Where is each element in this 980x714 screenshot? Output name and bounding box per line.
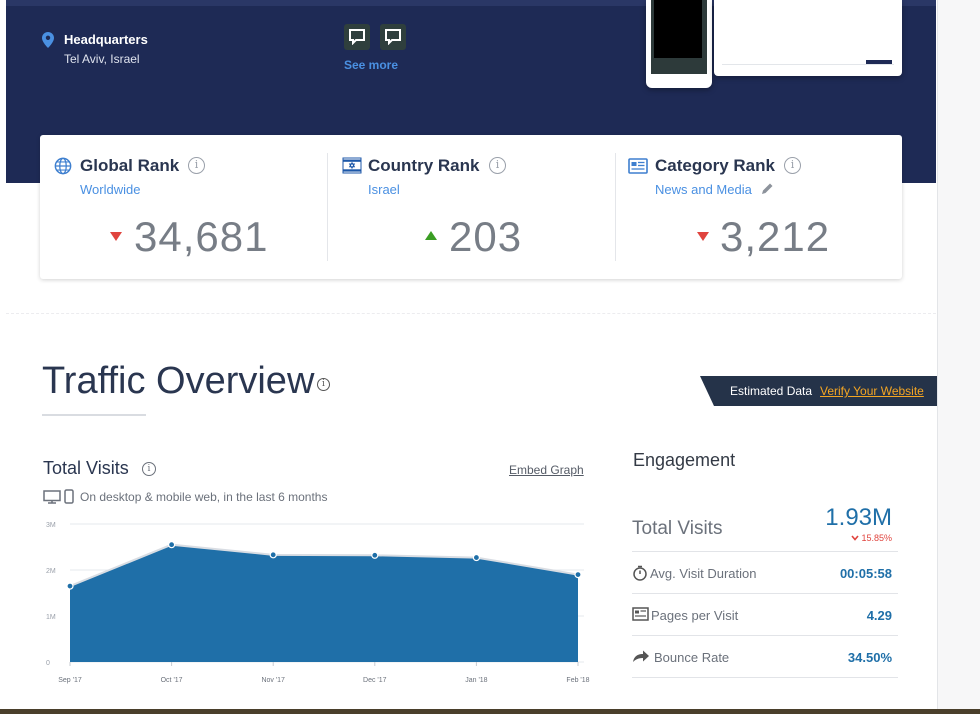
globe-icon: [54, 157, 72, 175]
location-pin-icon: [42, 32, 54, 48]
category-rank-scope[interactable]: News and Media: [655, 182, 752, 197]
total-visits-title: Total Visits: [43, 458, 129, 478]
data-point: [371, 551, 379, 559]
verify-website-link[interactable]: Verify Your Website: [820, 384, 924, 398]
stopwatch-icon: [633, 565, 647, 581]
page: Headquarters Tel Aviv, Israel See more: [0, 0, 938, 714]
data-point: [269, 551, 277, 559]
right-gutter: [938, 0, 980, 714]
mobile-preview-screen: [651, 0, 707, 74]
desktop-preview-tag: [866, 60, 892, 64]
news-icon: [628, 158, 648, 174]
see-more-link[interactable]: See more: [344, 58, 399, 72]
engagement-row-value: 00:05:58: [839, 566, 892, 581]
x-tick-label: Sep '17: [58, 677, 82, 684]
chat-bubble-icon[interactable]: [344, 24, 370, 50]
data-point: [66, 582, 74, 590]
engagement-row-value: 4.29: [866, 608, 892, 623]
rank-divider: [327, 153, 328, 261]
rank-down-arrow-icon: [110, 232, 122, 241]
category-rank-title: Category Rank: [655, 156, 775, 175]
bounce-arrow-icon: [633, 650, 649, 662]
visits-change-value: 15.85%: [861, 533, 892, 543]
israel-flag-icon: [342, 157, 362, 174]
engagement-total-visits: Total Visits 1.93M 15.85%: [632, 502, 898, 552]
country-rank-title: Country Rank: [368, 156, 480, 175]
visits-change: 15.85%: [851, 533, 892, 543]
engagement-row: Pages per Visit 4.29: [632, 594, 898, 636]
mobile-preview-content: [654, 0, 702, 58]
global-rank-scope[interactable]: Worldwide: [80, 182, 141, 197]
info-icon[interactable]: i: [489, 157, 506, 174]
mobile-preview-thumbnail: [646, 0, 712, 88]
engagement-total-visits-label: Total Visits: [632, 518, 723, 539]
category-rank-value: 3,212: [720, 213, 831, 260]
global-rank-value: 34,681: [134, 213, 269, 260]
desktop-preview-line: [722, 64, 894, 65]
headquarters-label: Headquarters: [64, 32, 148, 47]
country-rank-value: 203: [449, 213, 523, 260]
rank-divider: [615, 153, 616, 261]
chat-bubble-icon[interactable]: [380, 24, 406, 50]
bottom-strip: [0, 709, 980, 714]
x-tick-label: Dec '17: [363, 677, 387, 684]
rank-card: Global Rank i Worldwide 34,681 Country R…: [40, 135, 902, 279]
embed-graph-link[interactable]: Embed Graph: [509, 463, 584, 477]
engagement-row-label: Pages per Visit: [651, 608, 739, 623]
info-icon[interactable]: i: [188, 157, 205, 174]
x-tick-label: Jan '18: [465, 677, 487, 684]
x-tick-label: Nov '17: [261, 677, 285, 684]
rank-down-arrow-icon: [697, 232, 709, 241]
engagement-total-visits-value: 1.93M: [825, 504, 892, 531]
data-point: [168, 541, 176, 549]
engagement-row-label: Avg. Visit Duration: [650, 566, 757, 581]
engagement-row-label: Bounce Rate: [654, 650, 730, 665]
visits-area: [70, 544, 578, 662]
visits-line: [69, 543, 579, 588]
traffic-overview-title: Traffic Overview: [42, 360, 315, 402]
pages-icon: [632, 607, 649, 621]
mobile-icon: [64, 489, 74, 504]
info-icon[interactable]: i: [142, 462, 156, 476]
rank-up-arrow-icon: [425, 231, 437, 240]
data-point: [472, 553, 480, 562]
headquarters-location: Tel Aviv, Israel: [64, 52, 140, 66]
y-tick-label: 0: [46, 660, 50, 667]
engagement-title: Engagement: [633, 450, 736, 470]
info-icon[interactable]: i: [784, 157, 801, 174]
data-point: [574, 570, 582, 579]
y-tick-label: 1M: [46, 614, 56, 621]
estimated-data-banner: Estimated Data Verify Your Website: [700, 376, 937, 406]
device-note-text: On desktop & mobile web, in the last 6 m…: [80, 490, 328, 504]
estimated-data-label: Estimated Data: [730, 384, 813, 398]
change-down-chevron-icon: [851, 535, 859, 541]
engagement-row: Bounce Rate 34.50%: [632, 636, 898, 678]
y-tick-label: 2M: [46, 568, 56, 575]
category-rank: Category Rank i News and Media 3,212: [615, 135, 902, 279]
engagement-row: Avg. Visit Duration 00:05:58: [632, 552, 898, 594]
global-rank: Global Rank i Worldwide 34,681: [40, 135, 327, 279]
engagement-row-value: 34.50%: [847, 650, 892, 665]
desktop-icon: [43, 490, 61, 504]
country-rank: Country Rank i Israel 203: [327, 135, 614, 279]
section-divider: [6, 313, 936, 314]
pencil-edit-icon[interactable]: [760, 182, 774, 196]
desktop-preview-thumbnail: [714, 0, 902, 76]
x-tick-label: Oct '17: [161, 677, 183, 684]
y-tick-label: 3M: [46, 522, 56, 529]
total-visits-chart[interactable]: 0 1M 2M 3M Sep '17 Oct '17 Nov '17 Dec '17 Jan '…: [40, 512, 592, 692]
info-icon[interactable]: i: [317, 378, 330, 391]
header-top-edge: [6, 0, 936, 6]
country-rank-scope[interactable]: Israel: [368, 182, 400, 197]
x-tick-label: Feb '18: [566, 677, 589, 684]
title-underline: [42, 414, 146, 416]
global-rank-title: Global Rank: [80, 156, 180, 175]
